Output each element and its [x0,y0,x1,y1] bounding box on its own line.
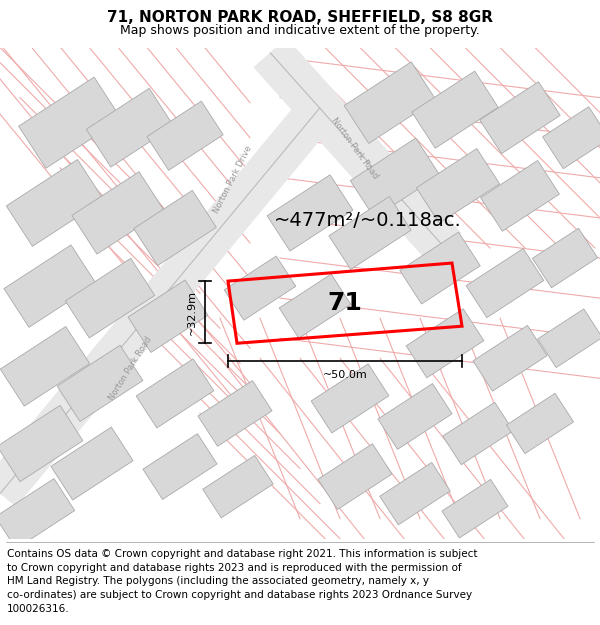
Polygon shape [128,280,208,352]
Text: Norton Park Road: Norton Park Road [107,335,153,402]
Polygon shape [0,479,75,549]
Polygon shape [473,326,547,391]
Polygon shape [0,406,83,482]
Polygon shape [380,462,450,525]
Text: ~32.9m: ~32.9m [187,289,197,334]
Polygon shape [279,274,351,338]
Polygon shape [203,456,273,518]
Text: Norton Park Road: Norton Park Road [330,116,380,180]
Text: 71, NORTON PARK ROAD, SHEFFIELD, S8 8GR: 71, NORTON PARK ROAD, SHEFFIELD, S8 8GR [107,11,493,26]
Polygon shape [19,77,121,168]
Polygon shape [267,175,353,251]
Polygon shape [4,245,96,328]
Polygon shape [466,249,544,318]
Polygon shape [416,149,500,223]
Text: Map shows position and indicative extent of the property.: Map shows position and indicative extent… [120,24,480,37]
Text: ~477m²/~0.118ac.: ~477m²/~0.118ac. [274,211,462,231]
Polygon shape [400,232,480,304]
Polygon shape [72,172,164,254]
Polygon shape [51,427,133,500]
Polygon shape [412,71,498,148]
Polygon shape [147,101,223,170]
Polygon shape [542,107,600,169]
Polygon shape [350,138,440,218]
Polygon shape [318,444,392,509]
Polygon shape [86,88,174,167]
Polygon shape [224,256,296,320]
Polygon shape [311,364,389,433]
Polygon shape [378,384,452,449]
Polygon shape [6,159,104,246]
Polygon shape [532,228,598,288]
Polygon shape [134,191,217,266]
Polygon shape [506,393,574,454]
Polygon shape [136,359,214,428]
Polygon shape [538,309,600,368]
Text: 71: 71 [328,291,362,316]
Polygon shape [481,161,559,231]
Polygon shape [442,479,508,538]
Polygon shape [406,309,484,378]
Polygon shape [57,345,143,421]
Polygon shape [329,196,411,269]
Polygon shape [198,381,272,446]
Polygon shape [480,82,560,154]
Text: Norton Park Drive: Norton Park Drive [212,144,254,215]
Polygon shape [344,62,436,143]
Polygon shape [143,434,217,499]
Polygon shape [1,326,89,406]
Text: ~50.0m: ~50.0m [323,371,367,381]
Polygon shape [65,258,155,338]
Polygon shape [443,402,513,465]
Text: Contains OS data © Crown copyright and database right 2021. This information is : Contains OS data © Crown copyright and d… [7,549,478,614]
